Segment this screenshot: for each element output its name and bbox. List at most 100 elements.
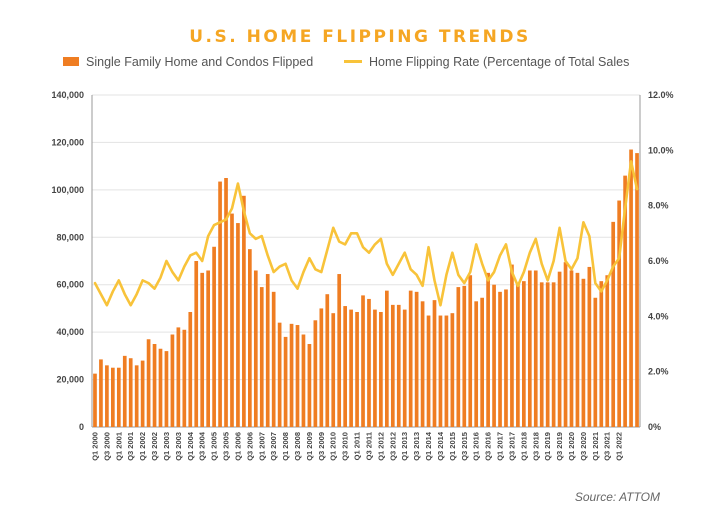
x-tick-label: Q3 2003 — [174, 432, 183, 461]
bar — [349, 309, 353, 427]
bar — [236, 223, 240, 427]
y-right-tick-label: 10.0% — [648, 145, 674, 155]
x-tick-label: Q3 2019 — [555, 432, 564, 461]
bar — [277, 322, 282, 427]
bar — [93, 373, 97, 427]
bar — [337, 274, 342, 427]
bar — [140, 360, 145, 427]
x-tick-label: Q1 2004 — [186, 431, 195, 461]
y-left-tick-label: 60,000 — [56, 280, 84, 290]
bar — [331, 313, 336, 427]
bar — [218, 181, 222, 427]
bar — [164, 351, 169, 427]
bar — [307, 344, 312, 427]
x-tick-label: Q3 2015 — [460, 432, 469, 461]
bar — [283, 336, 288, 427]
bar — [587, 266, 592, 427]
bar — [420, 301, 425, 427]
rate-line — [93, 160, 639, 307]
y-left-tick-label: 100,000 — [51, 185, 84, 195]
bar — [450, 313, 455, 427]
bar — [194, 261, 199, 427]
bar — [444, 315, 449, 427]
y-left-tick-label: 40,000 — [56, 327, 84, 337]
bar — [557, 271, 562, 427]
x-tick-label: Q1 2011 — [353, 432, 362, 460]
x-tick-label: Q1 2015 — [448, 432, 457, 461]
bar — [206, 270, 210, 427]
x-tick-label: Q3 2007 — [269, 432, 278, 461]
bar — [474, 301, 479, 427]
bar — [253, 270, 258, 427]
x-tick-label: Q1 2009 — [305, 432, 314, 461]
bar — [468, 275, 473, 427]
chart-title: U.S. HOME FLIPPING TRENDS — [189, 27, 531, 47]
bar — [259, 287, 264, 427]
bar — [188, 311, 193, 427]
y-left-tick-label: 0 — [79, 422, 84, 432]
bar — [105, 365, 109, 427]
legend: Single Family Home and Condos Flipped Ho… — [63, 55, 629, 69]
bar — [325, 294, 330, 427]
x-tick-label: Q3 2001 — [126, 432, 135, 461]
bar — [414, 291, 419, 427]
bar — [438, 315, 443, 427]
bar — [623, 175, 627, 427]
bar — [545, 282, 550, 427]
bar — [230, 213, 234, 427]
x-tick-label: Q1 2002 — [138, 432, 147, 461]
bar — [432, 300, 437, 427]
legend-bar-swatch — [63, 57, 79, 66]
x-tick-label: Q3 2005 — [222, 432, 231, 461]
bar — [224, 178, 228, 427]
x-tick-label: Q1 2019 — [543, 432, 552, 461]
bar — [408, 290, 413, 427]
x-tick-label: Q1 2022 — [615, 432, 624, 461]
bar — [599, 281, 604, 427]
bar — [128, 358, 133, 427]
bar — [367, 298, 371, 427]
bar — [212, 246, 216, 427]
x-tick-label: Q1 2006 — [233, 432, 242, 461]
x-tick-label: Q3 2011 — [364, 432, 373, 460]
legend-bar-label: Single Family Home and Condos Flipped — [86, 55, 313, 69]
bar — [116, 367, 121, 427]
bar — [385, 290, 389, 427]
bar — [486, 272, 490, 427]
x-tick-label: Q1 2016 — [472, 432, 481, 461]
bar — [176, 327, 181, 427]
bar — [390, 304, 395, 427]
y-right-tick-label: 0% — [648, 422, 661, 432]
bar — [527, 270, 532, 427]
x-tick-label: Q1 2020 — [567, 432, 576, 461]
x-tick-label: Q1 2014 — [424, 431, 433, 461]
x-tick-label: Q1 2017 — [496, 432, 505, 461]
bar — [158, 348, 163, 427]
bar — [248, 249, 252, 427]
line-series — [93, 160, 639, 307]
bar — [295, 325, 300, 427]
x-tick-label: Q3 2006 — [245, 432, 254, 461]
bar — [462, 285, 467, 427]
bar — [355, 311, 359, 427]
bar — [402, 309, 407, 427]
y-right-tick-label: 6.0% — [648, 256, 669, 266]
bar — [539, 282, 544, 427]
x-tick-label: Q1 2003 — [162, 432, 171, 461]
bar — [146, 339, 151, 427]
bar — [504, 289, 508, 427]
x-tick-label: Q1 2000 — [90, 432, 99, 461]
bar — [373, 309, 377, 427]
y-left-tick-label: 140,000 — [51, 90, 84, 100]
y-axis-right: 0% 2.0% 4.0% 6.0% 8.0% 10.0% 12.0% — [639, 90, 674, 432]
x-tick-label: Q3 2012 — [388, 432, 397, 461]
bar — [456, 287, 461, 427]
bar — [170, 334, 175, 427]
bar — [99, 359, 103, 427]
bar — [242, 195, 246, 427]
x-tick-label: Q1 2012 — [376, 432, 385, 461]
bar — [593, 297, 598, 427]
bar — [122, 355, 127, 427]
y-left-tick-label: 80,000 — [56, 232, 84, 242]
